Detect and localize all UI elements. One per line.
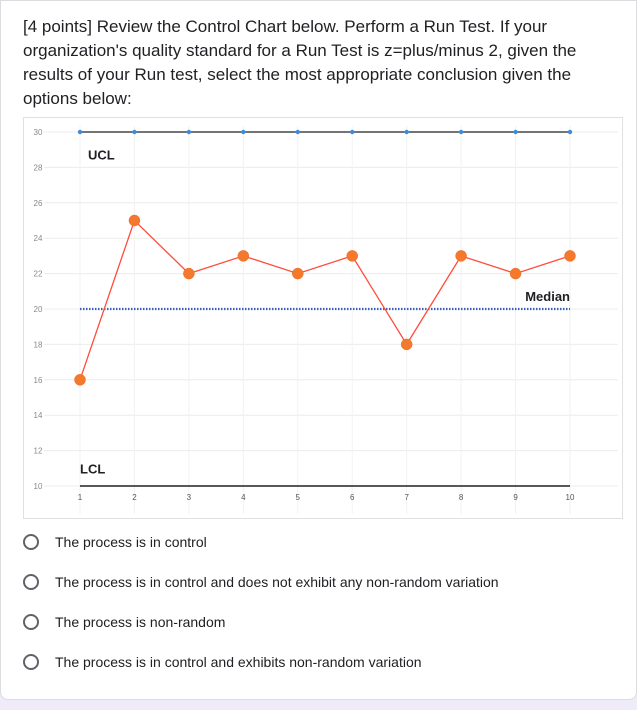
y-tick-label: 18 <box>34 340 43 349</box>
ucl-label: UCL <box>88 147 115 162</box>
radio-button-icon[interactable] <box>23 534 39 550</box>
y-tick-label: 16 <box>34 376 43 385</box>
ucl-point <box>567 129 573 135</box>
data-point <box>183 267 195 280</box>
ucl-point <box>77 129 83 135</box>
y-tick-label: 12 <box>34 447 43 456</box>
x-tick-label: 6 <box>350 493 355 502</box>
data-point <box>237 250 250 262</box>
radio-button-icon[interactable] <box>23 614 39 630</box>
x-tick-label: 7 <box>404 493 409 502</box>
data-point <box>74 374 86 386</box>
x-tick-label: 2 <box>132 493 137 502</box>
option-2[interactable]: The process is in control and does not e… <box>23 567 603 597</box>
option-label: The process is non-random <box>55 614 226 630</box>
ucl-point <box>350 129 355 135</box>
data-point <box>455 250 467 262</box>
lcl-label: LCL <box>80 461 105 476</box>
y-tick-label: 20 <box>34 305 43 314</box>
ucl-point <box>132 129 137 135</box>
y-tick-label: 28 <box>34 163 43 172</box>
y-tick-label: 30 <box>34 128 43 137</box>
option-label: The process is in control and does not e… <box>55 574 499 590</box>
option-1[interactable]: The process is in control <box>23 527 603 557</box>
x-tick-label: 8 <box>459 493 464 502</box>
option-label: The process is in control and exhibits n… <box>55 654 422 670</box>
y-tick-label: 26 <box>34 199 43 208</box>
x-tick-label: 4 <box>241 493 246 502</box>
x-tick-label: 5 <box>296 493 301 502</box>
ucl-point <box>295 129 300 135</box>
ucl-point <box>241 129 246 135</box>
x-tick-label: 1 <box>78 493 83 502</box>
y-tick-label: 10 <box>34 482 43 491</box>
x-tick-label: 3 <box>187 493 192 502</box>
control-chart: 10 12 14 16 18 20 22 24 26 28 30 1 2 3 4 5 6 7 8 9 10 UCL Medi… <box>23 117 623 519</box>
x-tick-label: 10 <box>566 493 575 502</box>
y-tick-label: 14 <box>34 411 43 420</box>
ucl-point <box>513 129 518 135</box>
data-point <box>564 250 576 262</box>
ucl-point <box>458 129 464 135</box>
data-point <box>400 338 413 351</box>
ucl-point <box>186 129 192 135</box>
x-tick-label: 9 <box>513 493 518 502</box>
y-tick-label: 24 <box>34 234 43 243</box>
y-tick-label: 22 <box>34 270 43 279</box>
option-3[interactable]: The process is non-random <box>23 607 603 637</box>
option-4[interactable]: The process is in control and exhibits n… <box>23 647 603 677</box>
median-label: Median <box>525 289 570 304</box>
data-line <box>79 219 571 381</box>
radio-button-icon[interactable] <box>23 654 39 670</box>
data-point <box>509 267 522 280</box>
data-point <box>292 267 304 280</box>
option-label: The process is in control <box>55 534 207 550</box>
data-point <box>346 250 358 262</box>
question-text: [4 points] Review the Control Chart belo… <box>23 17 577 108</box>
data-point <box>128 214 141 227</box>
radio-button-icon[interactable] <box>23 574 39 590</box>
ucl-point <box>404 129 409 135</box>
